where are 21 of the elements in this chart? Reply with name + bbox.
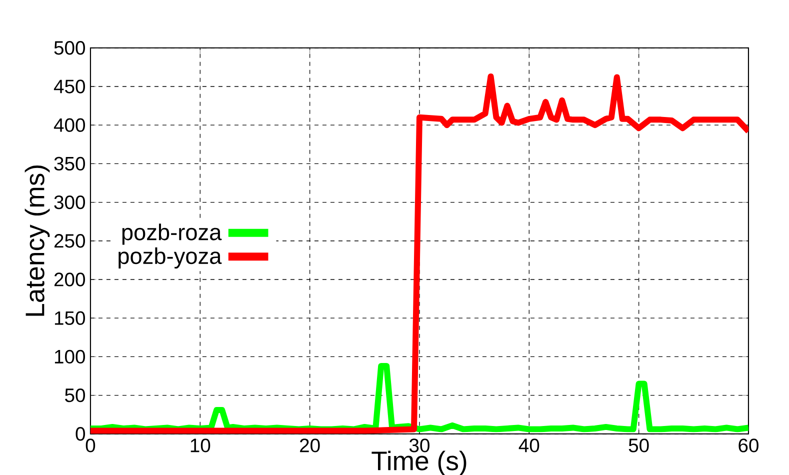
x-tick-label: 20 <box>300 438 320 452</box>
y-tick-label: 350 <box>54 156 86 171</box>
x-tick-label: 30 <box>409 438 430 452</box>
y-tick-label: 50 <box>65 388 86 402</box>
x-tick-label: 40 <box>518 438 540 452</box>
y-tick-label: 100 <box>54 350 86 364</box>
legend-label: pozb-yoza <box>118 247 222 269</box>
x-tick-label: 0 <box>86 438 96 452</box>
y-tick-label: 250 <box>54 234 86 248</box>
y-tick-label: 150 <box>54 311 86 325</box>
y-axis-title: Latency (ms) <box>24 166 50 316</box>
legend-label: pozb-roza <box>122 224 222 245</box>
y-tick-label: 500 <box>54 41 86 55</box>
y-tick-label: 200 <box>54 272 86 286</box>
y-tick-label: 0 <box>76 427 86 441</box>
x-tick-label: 10 <box>190 438 210 452</box>
x-tick-label: 60 <box>738 438 758 452</box>
y-tick-label: 400 <box>54 118 86 132</box>
x-tick-label: 50 <box>628 438 649 452</box>
y-tick-label: 300 <box>54 195 86 210</box>
y-tick-label: 450 <box>54 80 86 94</box>
